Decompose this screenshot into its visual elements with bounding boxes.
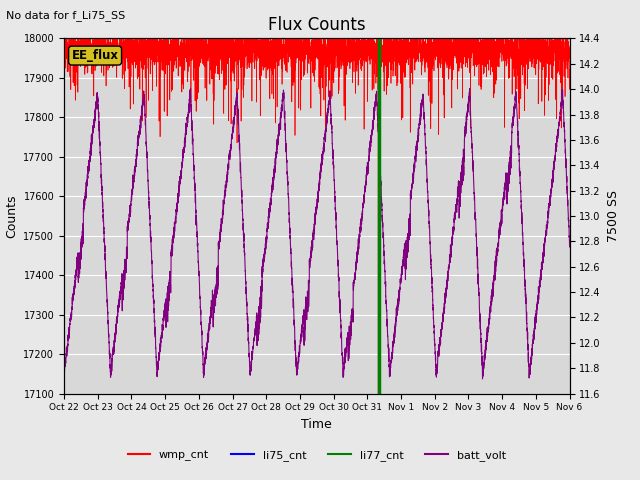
Title: Flux Counts: Flux Counts [268,16,365,34]
Legend: wmp_cnt, li75_cnt, li77_cnt, batt_volt: wmp_cnt, li75_cnt, li77_cnt, batt_volt [124,445,510,465]
Text: No data for f_Li75_SS: No data for f_Li75_SS [6,10,125,21]
X-axis label: Time: Time [301,418,332,431]
Y-axis label: Counts: Counts [5,194,18,238]
Text: EE_flux: EE_flux [72,49,118,62]
Y-axis label: 7500 SS: 7500 SS [607,190,620,242]
